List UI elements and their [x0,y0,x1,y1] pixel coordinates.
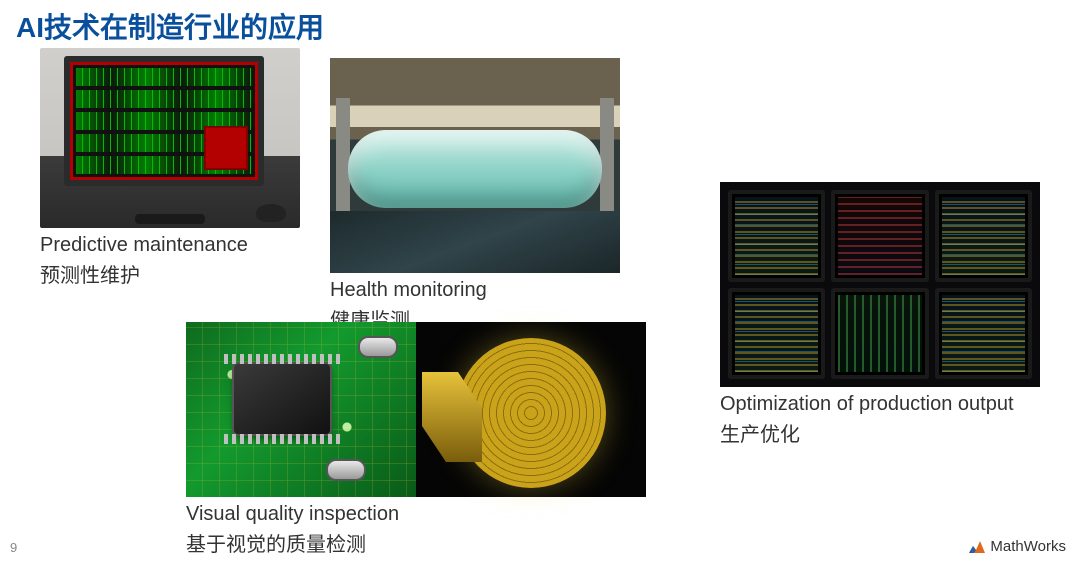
block-predictive-maintenance: Predictive maintenance 预测性维护 [40,48,300,288]
caption-zh-visual: 基于视觉的质量检测 [186,528,646,557]
image-health-monitoring [330,58,620,273]
page-number: 9 [10,540,17,555]
block-visual-quality: Visual quality inspection 基于视觉的质量检测 [186,322,646,557]
slide-title: AI技术在制造行业的应用 [16,6,324,46]
mathworks-icon [968,539,986,555]
block-health-monitoring: Health monitoring 健康监测 [330,58,620,333]
caption-zh-predictive: 预测性维护 [40,259,300,288]
mathworks-logo: MathWorks [968,538,1066,555]
image-predictive-maintenance [40,48,300,228]
caption-zh-prod: 生产优化 [720,418,1040,447]
block-production-opt: Optimization of production output 生产优化 [720,182,1040,447]
image-production-opt [720,182,1040,387]
mathworks-text: MathWorks [990,538,1066,555]
caption-en-prod: Optimization of production output [720,393,1040,416]
image-visual-quality [186,322,646,497]
caption-en-visual: Visual quality inspection [186,503,646,526]
caption-en-predictive: Predictive maintenance [40,234,300,257]
caption-en-health: Health monitoring [330,279,620,302]
